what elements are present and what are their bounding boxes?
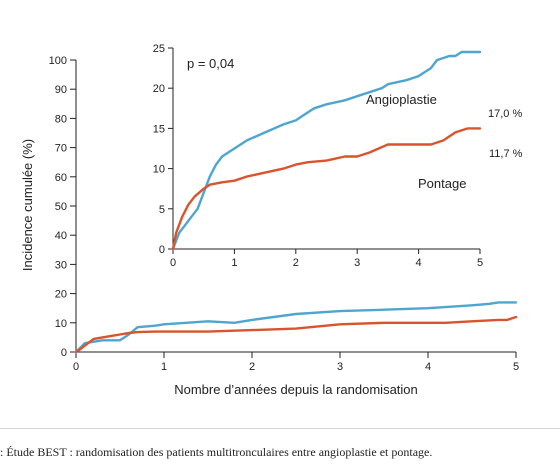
inset-x-tick-label: 4 (416, 257, 422, 269)
inset-chart-tick-labels: 0 5 10 15 20 25 0 1 2 3 4 5 (153, 43, 483, 269)
main-x-tick-label: 0 (73, 361, 79, 373)
main-y-tick-label: 0 (61, 347, 67, 359)
main-x-tick-label: 5 (513, 361, 519, 373)
angioplastie-series-label: Angioplastie (366, 92, 437, 107)
main-y-tick-label: 70 (55, 143, 67, 155)
main-y-tick-label: 20 (55, 289, 67, 301)
inset-chart-axes (168, 47, 481, 254)
main-chart-series (74, 301, 518, 354)
inset-x-tick-label: 3 (354, 257, 360, 269)
inset-y-tick-label: 10 (153, 164, 165, 176)
caption-divider (0, 428, 560, 429)
main-y-tick-label: 80 (55, 113, 67, 125)
main-x-tick-label: 1 (161, 361, 167, 373)
inset-x-tick-label: 2 (293, 257, 299, 269)
main-chart-axes (70, 59, 517, 358)
main-y-axis-title: Incidence cumulée (%) (20, 139, 35, 271)
pontage-end-value: 11,7 % (489, 148, 523, 160)
pontage-series-label: Pontage (418, 176, 466, 191)
angioplastie-end-value: 17,0 % (488, 108, 522, 120)
main-y-tick-label: 10 (55, 318, 67, 330)
inset-y-tick-label: 15 (153, 123, 165, 135)
main-y-tick-label: 100 (49, 55, 67, 67)
main-y-tick-label: 60 (55, 172, 67, 184)
main-x-tick-label: 4 (425, 361, 431, 373)
inset-x-tick-label: 5 (477, 257, 483, 269)
main-y-tick-label: 40 (55, 230, 67, 242)
inset-y-tick-label: 0 (159, 244, 165, 256)
main-y-tick-label: 90 (55, 84, 67, 96)
inset-x-tick-label: 0 (170, 257, 176, 269)
main-x-tick-label: 3 (337, 361, 343, 373)
main-x-tick-label: 2 (249, 361, 255, 373)
figure-caption: : Étude BEST : randomisation des patient… (0, 445, 433, 459)
inset-y-tick-label: 25 (153, 43, 165, 55)
inset-series-line-1 (171, 50, 482, 251)
main-x-axis-title: Nombre d’années depuis la randomisation (174, 382, 418, 397)
inset-p-value: p = 0,04 (187, 56, 234, 71)
inset-x-tick-label: 1 (231, 257, 237, 269)
inset-y-tick-label: 20 (153, 83, 165, 95)
inset-chart-series (171, 50, 482, 251)
inset-y-tick-label: 5 (159, 204, 165, 216)
inset-series-line-2 (171, 127, 482, 251)
main-y-tick-label: 30 (55, 259, 67, 271)
main-series-line-1 (74, 301, 518, 354)
main-series-line-2 (74, 315, 518, 354)
main-y-tick-label: 50 (55, 201, 67, 213)
